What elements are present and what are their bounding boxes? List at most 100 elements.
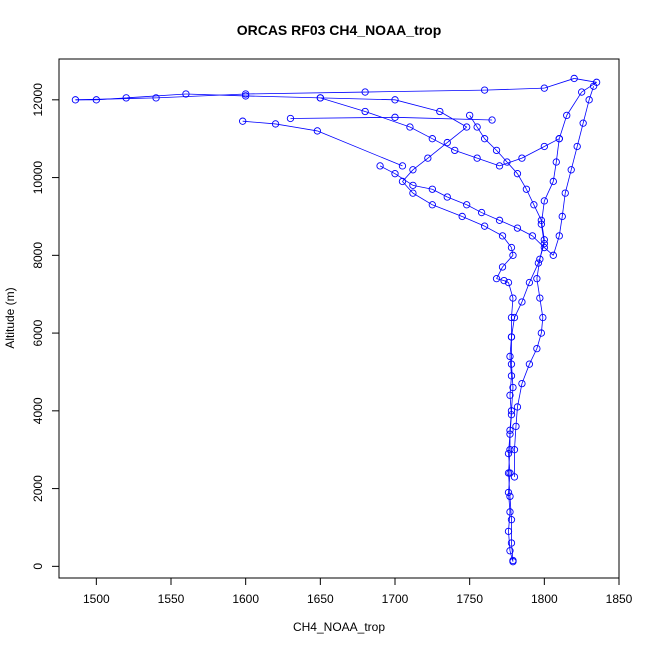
series-line-segment xyxy=(477,157,500,167)
data-point xyxy=(525,360,534,368)
data-point xyxy=(549,251,557,259)
data-point xyxy=(507,411,516,419)
y-axis-label: Altitude (m) xyxy=(3,287,17,348)
data-point xyxy=(406,123,414,131)
data-point xyxy=(463,123,471,131)
data-point xyxy=(512,422,520,431)
data-point xyxy=(480,86,489,94)
data-point xyxy=(506,492,514,501)
series-line-segment xyxy=(496,278,505,281)
series-line-segment xyxy=(502,235,512,248)
data-point xyxy=(242,90,250,98)
series-line-segment xyxy=(566,91,583,116)
data-point xyxy=(506,426,514,434)
series-line-segment xyxy=(544,78,575,89)
data-point xyxy=(398,162,407,170)
data-point xyxy=(495,162,504,170)
data-point xyxy=(391,170,399,178)
y-axis: 0 2000 4000 6000 8000 10000 12000 xyxy=(31,83,60,570)
data-point xyxy=(507,360,516,368)
data-point xyxy=(507,333,516,341)
data-point xyxy=(522,185,531,193)
data-point xyxy=(536,294,544,302)
data-point xyxy=(428,185,436,193)
data-point xyxy=(473,154,481,162)
data-point xyxy=(286,114,295,123)
data-point xyxy=(495,216,504,224)
series-line-segment xyxy=(394,116,493,121)
series-line-segment xyxy=(576,123,584,147)
data-point xyxy=(530,201,538,209)
data-point xyxy=(525,278,534,287)
series-line-segment xyxy=(561,193,566,217)
series-line-segment xyxy=(379,165,396,175)
x-tick-label: 1800 xyxy=(531,592,558,606)
data-point xyxy=(536,255,544,263)
data-point xyxy=(451,146,459,155)
series-line-segment xyxy=(466,204,482,213)
y-tick-label: 10000 xyxy=(31,161,45,195)
data-point xyxy=(492,275,501,283)
series-line-segment xyxy=(499,157,523,167)
data-point xyxy=(506,430,514,438)
series-line-segment xyxy=(521,146,545,159)
data-point xyxy=(242,92,250,100)
data-point xyxy=(428,135,436,143)
series-line-segment xyxy=(511,387,514,411)
data-point xyxy=(506,352,514,361)
data-point xyxy=(533,344,541,353)
x-tick-label: 1650 xyxy=(307,592,334,606)
data-point xyxy=(504,488,513,497)
data-point xyxy=(513,170,522,178)
data-point xyxy=(376,162,384,170)
series-line-segment xyxy=(506,161,518,174)
data-point xyxy=(409,189,417,197)
series-line-segment xyxy=(290,116,396,119)
y-tick-label: 8000 xyxy=(31,242,45,269)
series-line-segment xyxy=(509,496,512,520)
series-line-segment xyxy=(496,150,508,163)
series-line-segment xyxy=(509,550,514,562)
data-point xyxy=(589,82,598,90)
data-point xyxy=(507,407,516,415)
series-line-segment xyxy=(469,115,478,128)
data-point xyxy=(528,232,537,240)
data-point xyxy=(271,120,280,128)
series-line-segment xyxy=(394,99,440,112)
data-point xyxy=(436,107,444,116)
series-line-segment xyxy=(570,146,578,170)
data-point xyxy=(409,181,417,189)
data-point xyxy=(498,232,507,240)
data-point xyxy=(509,294,517,302)
data-point xyxy=(552,158,560,166)
data-point xyxy=(518,298,526,306)
series-line-segment xyxy=(126,93,186,99)
data-point xyxy=(504,278,513,287)
data-point xyxy=(555,135,563,143)
series-line-segment xyxy=(508,449,511,474)
data-point xyxy=(567,166,575,174)
series-line-segment xyxy=(544,138,560,147)
data-point xyxy=(518,154,526,162)
data-point xyxy=(540,236,548,244)
series-line-segment xyxy=(447,126,467,143)
series-line-segment xyxy=(409,126,433,140)
data-point xyxy=(428,201,436,209)
data-point xyxy=(537,216,545,224)
data-point xyxy=(313,127,321,135)
data-point xyxy=(507,372,516,380)
data-point xyxy=(424,154,432,162)
data-point xyxy=(504,469,513,477)
data-point xyxy=(504,527,513,535)
y-tick-label: 0 xyxy=(31,563,45,570)
data-point xyxy=(578,88,586,96)
data-point xyxy=(71,96,80,104)
plot-frame xyxy=(58,58,620,579)
data-point xyxy=(507,516,516,524)
series-line-segment xyxy=(508,473,511,497)
series-line-segment xyxy=(517,227,533,237)
series-line-segment xyxy=(526,189,535,205)
data-point xyxy=(573,142,581,151)
data-point xyxy=(513,403,522,411)
